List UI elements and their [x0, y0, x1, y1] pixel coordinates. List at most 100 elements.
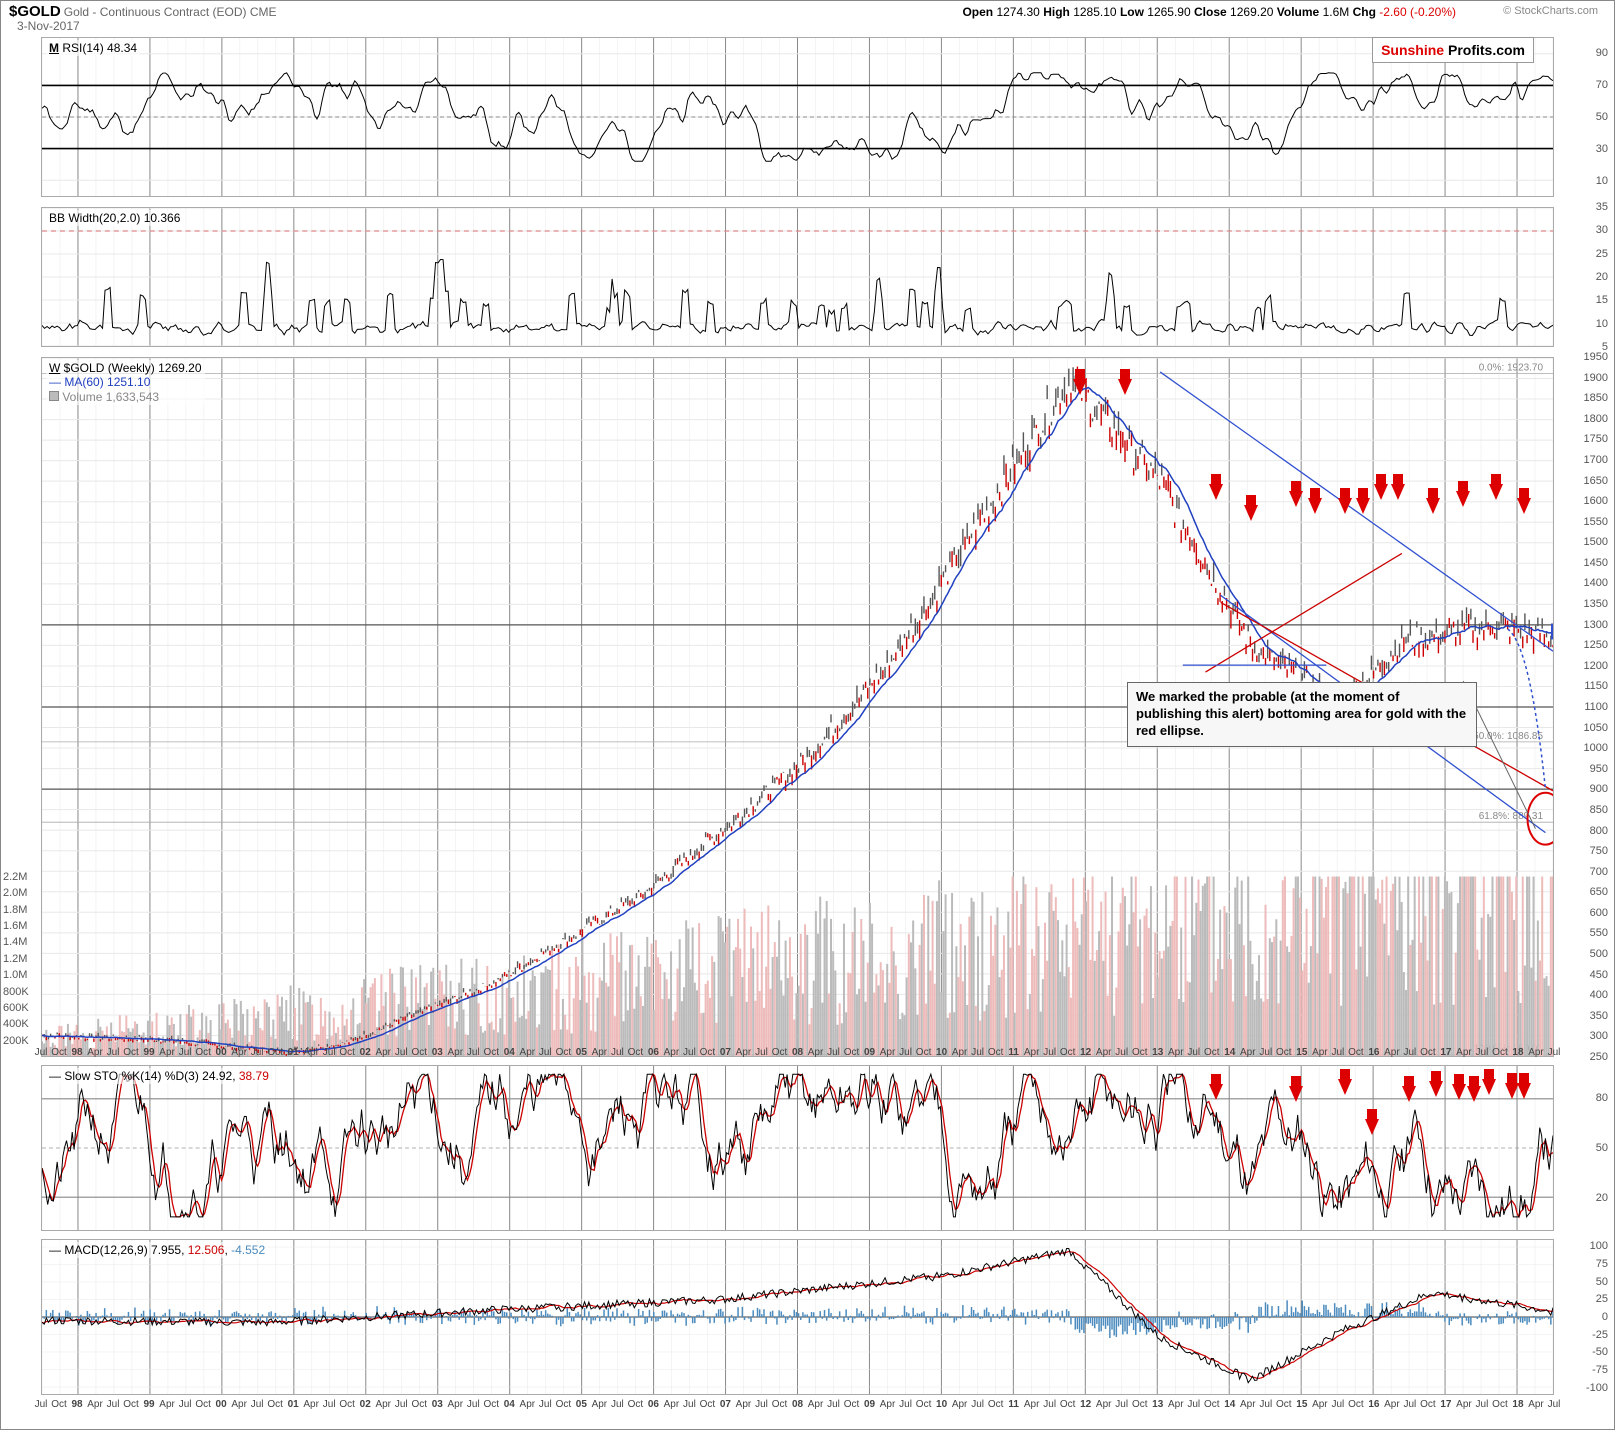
macd-legend: — MACD(12,26,9) 7.955, 12.506, -4.552	[46, 1242, 268, 1258]
x-tick: 03	[432, 1047, 443, 1058]
x-tick: Jul	[683, 1399, 696, 1410]
x-tick: Apr	[1384, 1399, 1400, 1410]
x-tick: 18	[1512, 1399, 1523, 1410]
x-tick: Jul	[1259, 1399, 1272, 1410]
macd-plot	[42, 1240, 1553, 1394]
x-tick: Oct	[1060, 1399, 1076, 1410]
price-ytick: 1800	[1584, 413, 1608, 425]
open-value: 1274.30	[996, 5, 1039, 19]
price-ytick: 1000	[1584, 742, 1608, 754]
sell-arrow-icon	[1209, 484, 1223, 500]
sell-arrow-icon	[1467, 1086, 1481, 1102]
sell-arrow-icon	[1289, 491, 1303, 507]
x-tick: Jul	[1259, 1047, 1272, 1058]
x-tick: Oct	[1204, 1399, 1220, 1410]
x-tick: Oct	[1420, 1399, 1436, 1410]
macd-ytick: -50	[1592, 1346, 1608, 1358]
x-tick: Jul	[1043, 1047, 1056, 1058]
price-ytick: 550	[1590, 927, 1608, 939]
vol-ytick: 600K	[3, 1002, 29, 1014]
x-tick: Jul	[1187, 1399, 1200, 1410]
x-tick: Oct	[844, 1047, 860, 1058]
rsi-ytick: 50	[1596, 111, 1608, 123]
sell-arrow-icon	[1073, 379, 1087, 395]
x-tick: Apr	[808, 1399, 824, 1410]
x-tick: 12	[1080, 1047, 1091, 1058]
macd-ytick: 0	[1602, 1311, 1608, 1323]
rsi-ytick: 30	[1596, 143, 1608, 155]
x-tick: Jul	[611, 1399, 624, 1410]
x-tick: Oct	[1420, 1047, 1436, 1058]
x-tick: Oct	[1276, 1399, 1292, 1410]
x-tick: Jul	[467, 1399, 480, 1410]
x-tick: 15	[1296, 1399, 1307, 1410]
price-ytick: 1050	[1584, 722, 1608, 734]
x-tick: Jul	[467, 1047, 480, 1058]
x-tick: Apr	[1528, 1047, 1544, 1058]
x-tick: Apr	[520, 1047, 536, 1058]
x-tick: Oct	[772, 1399, 788, 1410]
x-tick: Oct	[195, 1047, 211, 1058]
price-ytick: 450	[1590, 969, 1608, 981]
macd-ytick: 100	[1590, 1240, 1608, 1252]
x-tick: 98	[71, 1047, 82, 1058]
vol-ytick: 1.2M	[3, 953, 27, 965]
bb-ytick: 35	[1596, 201, 1608, 213]
sell-arrow-icon	[1356, 498, 1370, 514]
bb-ytick: 10	[1596, 318, 1608, 330]
x-tick: Oct	[1348, 1399, 1364, 1410]
x-tick: Apr	[375, 1047, 391, 1058]
x-tick: Jul	[971, 1047, 984, 1058]
x-tick: Jul	[1548, 1047, 1561, 1058]
sell-arrow-icon	[1374, 484, 1388, 500]
x-tick: Oct	[484, 1399, 500, 1410]
x-tick: Apr	[1456, 1399, 1472, 1410]
vol-ytick: 1.0M	[3, 969, 27, 981]
x-tick: Jul	[899, 1047, 912, 1058]
bb-ytick: 20	[1596, 271, 1608, 283]
chart-header: $GOLD Gold - Continuous Contract (EOD) C…	[9, 3, 1606, 33]
price-ytick: 1400	[1584, 577, 1608, 589]
x-tick: 16	[1368, 1399, 1379, 1410]
price-ytick: 300	[1590, 1030, 1608, 1042]
x-tick: Apr	[664, 1399, 680, 1410]
x-tick: Apr	[231, 1399, 247, 1410]
x-tick: 17	[1440, 1047, 1451, 1058]
x-tick: Oct	[411, 1399, 427, 1410]
price-ytick: 1300	[1584, 619, 1608, 631]
x-tick: 14	[1224, 1399, 1235, 1410]
x-tick: 17	[1440, 1399, 1451, 1410]
x-tick: Jul	[35, 1399, 48, 1410]
price-ytick: 1450	[1584, 557, 1608, 569]
sell-arrow-icon	[1338, 1079, 1352, 1095]
bb-width-panel: BB Width(20,2.0) 10.366	[41, 207, 1554, 347]
rsi-ytick: 70	[1596, 79, 1608, 91]
x-tick: Oct	[123, 1399, 139, 1410]
x-tick: Apr	[592, 1047, 608, 1058]
x-tick: 15	[1296, 1047, 1307, 1058]
x-tick: Apr	[447, 1047, 463, 1058]
x-tick: Jul	[179, 1399, 192, 1410]
x-tick: 10	[936, 1399, 947, 1410]
x-tick: Jul	[755, 1399, 768, 1410]
x-tick: Jul	[1548, 1399, 1561, 1410]
vol-ytick: 200K	[3, 1035, 29, 1047]
x-tick: Apr	[159, 1047, 175, 1058]
x-tick: Apr	[880, 1399, 896, 1410]
x-tick: Jul	[971, 1399, 984, 1410]
x-tick: Jul	[539, 1399, 552, 1410]
sell-arrow-icon	[1308, 498, 1322, 514]
bb-legend: BB Width(20,2.0) 10.366	[46, 210, 183, 226]
x-tick: Jul	[1331, 1399, 1344, 1410]
x-tick: Jul	[395, 1047, 408, 1058]
price-ytick: 1500	[1584, 536, 1608, 548]
sell-arrow-icon	[1338, 498, 1352, 514]
macd-ytick: -100	[1586, 1382, 1608, 1394]
x-tick: Jul	[1476, 1047, 1489, 1058]
x-tick: Apr	[1024, 1047, 1040, 1058]
ohlc-bar: Open 1274.30 High 1285.10 Low 1265.90 Cl…	[962, 5, 1456, 19]
x-tick: Oct	[1132, 1399, 1148, 1410]
annotation-callout: We marked the probable (at the moment of…	[1127, 682, 1477, 747]
x-tick: Jul	[1403, 1399, 1416, 1410]
price-ytick: 1600	[1584, 495, 1608, 507]
